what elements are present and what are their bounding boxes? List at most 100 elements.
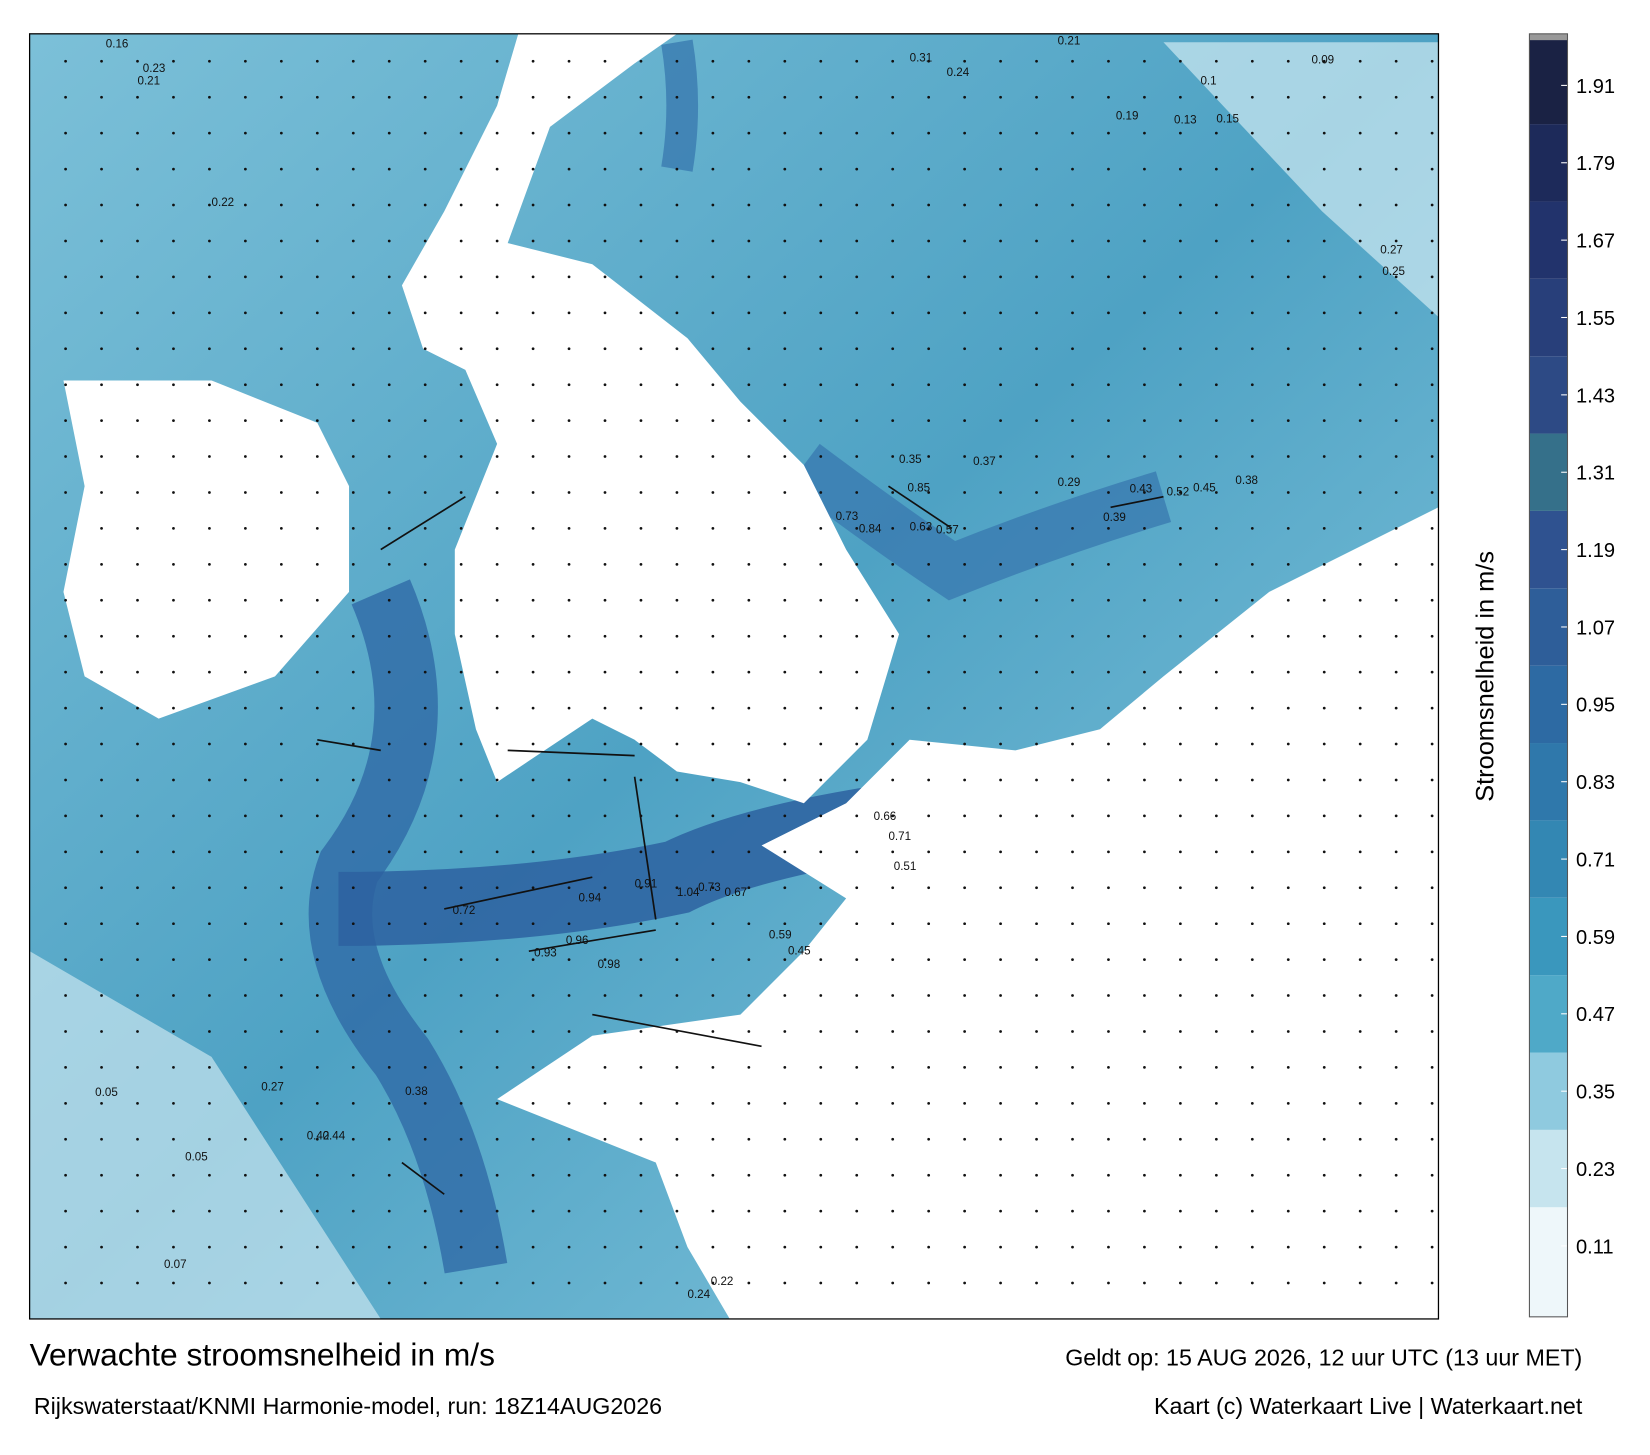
grid-dot [423, 455, 427, 458]
grid-dot [1322, 562, 1326, 566]
grid-dot [999, 419, 1002, 423]
grid-dot [459, 383, 463, 387]
grid-dot [1071, 1101, 1074, 1105]
grid-dot [963, 850, 966, 854]
grid-dot [927, 1101, 931, 1105]
grid-dot [1143, 419, 1146, 423]
grid-dot [244, 634, 247, 638]
grid-dot [1179, 275, 1182, 279]
grid-dot [1322, 958, 1326, 961]
grid-dot [1214, 1137, 1218, 1141]
grid-dot [1179, 742, 1182, 746]
grid-dot [64, 275, 67, 279]
grid-dot [387, 598, 391, 602]
grid-dot [172, 922, 175, 926]
grid-dot [675, 922, 679, 926]
grid-dot [1322, 598, 1326, 602]
grid-dot [675, 95, 679, 99]
grid-dot [603, 419, 607, 423]
grid-dot [639, 1101, 643, 1105]
grid-dot [64, 131, 67, 135]
grid-dot [963, 562, 966, 566]
grid-dot [136, 634, 139, 638]
grid-dot [567, 1137, 571, 1141]
grid-dot [351, 562, 355, 566]
grid-dot [855, 275, 859, 279]
grid-dot [279, 419, 283, 423]
grid-dot [927, 634, 931, 638]
grid-dot [567, 491, 571, 494]
grid-dot [963, 239, 966, 243]
grid-dot [136, 1209, 139, 1213]
grid-dot [1143, 1209, 1146, 1213]
grid-dot [1035, 1101, 1038, 1105]
grid-dot [675, 239, 679, 243]
grid-dot [747, 634, 751, 638]
grid-dot [172, 1101, 175, 1105]
grid-dot [1286, 1137, 1290, 1141]
grid-dot [495, 455, 499, 458]
grid-dot [423, 167, 427, 171]
grid-dot [351, 1066, 355, 1069]
grid-dot [279, 634, 283, 638]
grid-dot [1250, 167, 1254, 171]
grid-dot [136, 131, 139, 135]
grid-dot [963, 347, 966, 351]
grid-dot [1107, 778, 1110, 782]
grid-dot [495, 922, 499, 926]
grid-dot [315, 1245, 319, 1249]
grid-dot [172, 527, 175, 530]
grid-dot [711, 814, 715, 818]
grid-dot [459, 311, 463, 315]
grid-dot [999, 634, 1002, 638]
grid-dot [495, 670, 499, 674]
grid-dot [891, 95, 895, 99]
grid-dot [567, 670, 571, 674]
grid-dot [819, 958, 823, 961]
grid-dot [855, 239, 859, 243]
grid-dot [64, 527, 67, 530]
grid-dot [855, 994, 859, 997]
grid-dot [1394, 1030, 1398, 1033]
current-value-label: 0.37 [973, 455, 996, 468]
grid-dot [639, 922, 643, 926]
grid-dot [244, 167, 247, 171]
grid-dot [100, 203, 103, 207]
grid-dot [1394, 455, 1398, 458]
grid-dot [244, 1030, 247, 1033]
grid-dot [855, 95, 859, 99]
channel [787, 443, 1172, 601]
grid-dot [100, 167, 103, 171]
grid-dot [855, 562, 859, 566]
grid-dot [172, 958, 175, 961]
grid-dot [459, 527, 463, 530]
grid-dot [351, 419, 355, 423]
grid-dot [1143, 1245, 1146, 1249]
grid-dot [1250, 527, 1254, 530]
grid-dot [1286, 419, 1290, 423]
grid-dot [891, 778, 895, 782]
grid-dot [208, 1173, 211, 1177]
grid-dot [172, 311, 175, 315]
grid-dot [279, 131, 283, 135]
grid-dot [747, 1137, 751, 1141]
grid-dot [351, 491, 355, 494]
grid-dot [423, 239, 427, 243]
grid-dot [172, 1137, 175, 1141]
grid-dot [819, 203, 823, 207]
grid-dot [891, 1030, 895, 1033]
colorbar-tick-label: 1.79 [1576, 153, 1615, 175]
grid-dot [244, 994, 247, 997]
grid-dot [1214, 1245, 1218, 1249]
grid-dot [387, 95, 391, 99]
flow-arrow [317, 738, 381, 752]
grid-dot [64, 1066, 67, 1069]
grid-dot [208, 167, 211, 171]
grid-dot [244, 347, 247, 351]
grid-dot [747, 886, 751, 890]
grid-dot [315, 886, 319, 890]
grid-dot [64, 814, 67, 818]
grid-dot [244, 958, 247, 961]
grid-dot [351, 598, 355, 602]
grid-dot [1430, 1066, 1434, 1069]
